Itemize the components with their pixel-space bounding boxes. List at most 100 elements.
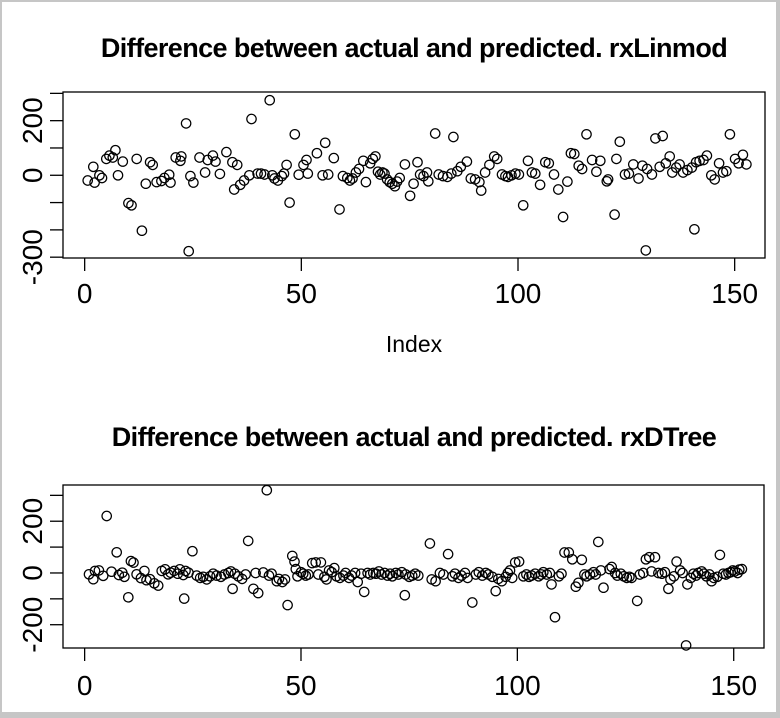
data-point <box>372 166 384 178</box>
data-point <box>476 570 488 581</box>
data-point <box>261 484 273 496</box>
data-point <box>584 569 596 580</box>
data-point <box>240 569 251 580</box>
data-point <box>279 574 291 585</box>
data-point <box>576 163 588 175</box>
data-point <box>310 557 322 568</box>
data-point <box>430 575 441 587</box>
data-point <box>323 565 335 576</box>
data-point <box>271 575 283 587</box>
data-point <box>408 178 419 190</box>
data-point <box>563 547 575 558</box>
data-point <box>187 545 198 557</box>
data-point <box>504 565 516 576</box>
data-point <box>713 157 725 169</box>
data-point <box>588 566 599 578</box>
data-point <box>384 568 396 580</box>
data-point <box>568 148 580 160</box>
plot-rxlinmod: 0 50 100 150 200 0 -300 <box>17 91 766 309</box>
data-point <box>257 567 269 578</box>
data-point <box>227 583 238 595</box>
data-point <box>698 568 710 580</box>
data-point <box>412 570 424 581</box>
data-point <box>486 571 498 583</box>
chart-title-rxlinmod: Difference between actual and predicted.… <box>101 33 727 63</box>
data-point <box>231 159 243 171</box>
data-point <box>214 168 226 180</box>
x-tick-label: 50 <box>286 278 317 309</box>
data-point <box>101 510 113 522</box>
x-tick-label: 100 <box>494 670 541 701</box>
data-point <box>546 579 557 590</box>
data-point <box>537 566 549 578</box>
data-point <box>736 563 748 575</box>
data-point <box>640 553 652 565</box>
data-point <box>475 185 487 196</box>
data-point <box>623 168 635 179</box>
y-tick-label: 0 <box>17 167 48 183</box>
data-point <box>191 570 203 581</box>
data-point <box>188 177 199 188</box>
data-point <box>100 153 112 165</box>
data-point <box>448 131 459 143</box>
data-point <box>664 151 676 162</box>
data-point <box>491 153 503 165</box>
data-point <box>409 568 421 580</box>
data-point <box>406 570 418 581</box>
data-point <box>701 150 713 161</box>
data-point <box>649 551 661 563</box>
data-point <box>412 156 423 168</box>
data-point <box>470 569 482 580</box>
data-point <box>688 568 699 580</box>
data-point <box>586 154 598 166</box>
data-point <box>94 169 105 181</box>
x-tick-label: 100 <box>495 278 542 309</box>
x-tick-label: 0 <box>77 278 93 309</box>
data-point <box>281 159 292 171</box>
data-point <box>631 595 643 607</box>
data-point <box>168 565 180 577</box>
data-point <box>289 128 301 140</box>
data-point <box>674 565 686 576</box>
data-point <box>163 169 175 181</box>
data-point <box>480 567 492 579</box>
data-point <box>714 549 726 561</box>
data-point <box>315 557 327 568</box>
data-point <box>367 153 379 165</box>
data-point <box>522 155 534 167</box>
data-point <box>334 204 345 215</box>
data-point <box>509 557 521 568</box>
data-point <box>490 585 502 597</box>
data-point <box>643 551 655 563</box>
data-point <box>741 159 752 170</box>
data-point <box>393 569 404 580</box>
data-point <box>663 583 674 595</box>
data-point <box>89 177 100 188</box>
data-point <box>466 597 478 608</box>
data-point <box>97 570 109 582</box>
data-point <box>689 223 700 235</box>
data-point <box>360 176 372 188</box>
data-point <box>297 568 309 580</box>
data-point <box>682 579 693 590</box>
data-point <box>140 178 152 190</box>
data-point <box>370 568 382 580</box>
data-point <box>341 172 353 184</box>
data-point <box>386 178 398 190</box>
data-point <box>513 556 525 567</box>
data-point <box>362 567 373 579</box>
data-point <box>459 567 471 579</box>
data-point <box>492 573 504 585</box>
data-point <box>328 152 340 164</box>
data-point <box>606 561 618 573</box>
data-point <box>614 136 626 148</box>
data-point <box>228 184 240 195</box>
data-point <box>576 554 588 566</box>
data-point <box>611 153 622 165</box>
data-point <box>259 169 270 180</box>
data-point <box>518 570 529 582</box>
data-point <box>559 547 570 558</box>
data-point <box>322 169 334 180</box>
